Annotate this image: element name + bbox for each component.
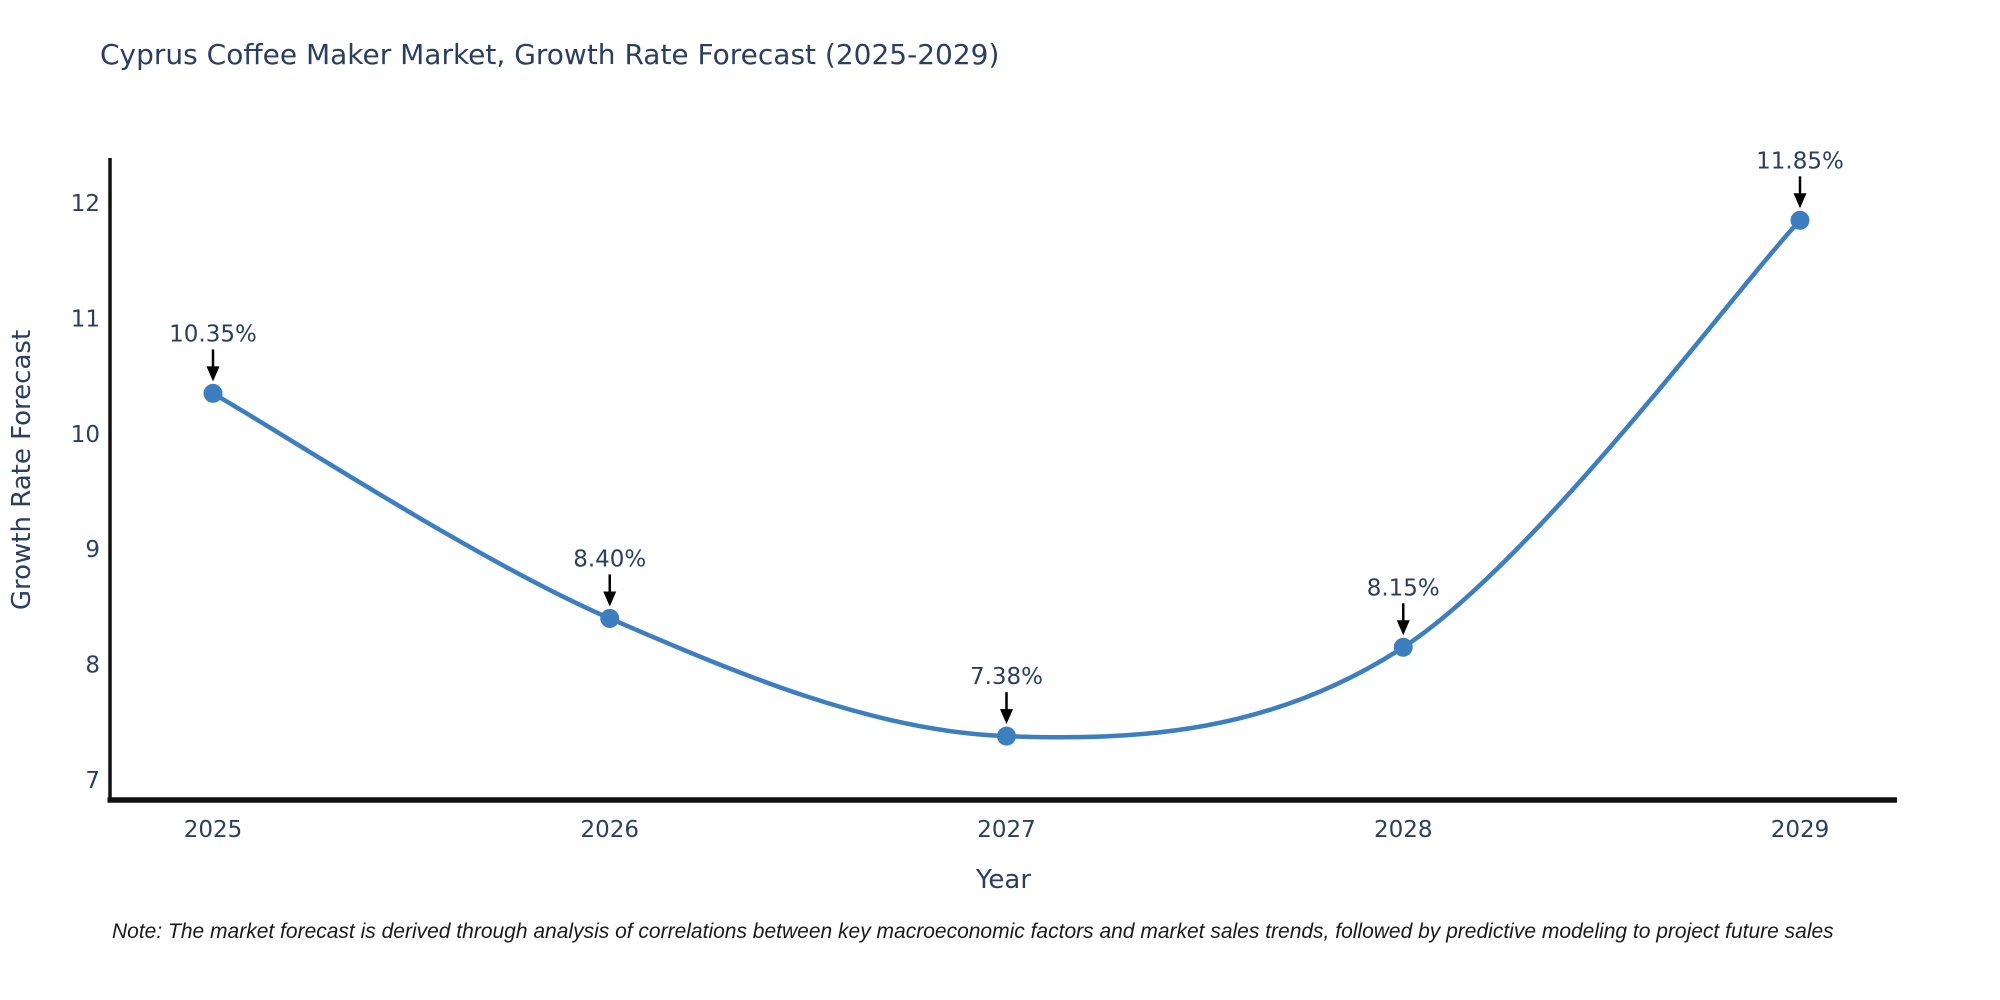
data-point-marker: [1790, 210, 1810, 230]
x-tick-label: 2027: [977, 817, 1036, 843]
x-tick-label: 2028: [1374, 817, 1433, 843]
data-point-marker: [600, 608, 620, 628]
y-tick-label: 7: [85, 768, 100, 794]
y-tick-label: 9: [85, 537, 100, 563]
x-tick-label: 2026: [580, 817, 639, 843]
x-tick-label: 2029: [1771, 817, 1830, 843]
data-point-marker: [203, 383, 223, 403]
y-axis-title: Growth Rate Forecast: [7, 330, 37, 610]
annotation-arrowhead-icon: [1396, 620, 1410, 636]
chart-title: Cyprus Coffee Maker Market, Growth Rate …: [100, 38, 1000, 71]
series-line: [210, 218, 1803, 740]
y-tick-label: 11: [71, 306, 100, 332]
annotation-arrowhead-icon: [1000, 709, 1013, 725]
data-point-label: 8.40%: [573, 546, 646, 572]
data-point-label: 10.35%: [169, 321, 257, 347]
y-tick-label: 10: [71, 422, 100, 448]
data-point-marker: [1393, 637, 1413, 657]
data-point-marker: [997, 726, 1016, 746]
footnote: Note: The market forecast is derived thr…: [112, 920, 1834, 943]
annotation-arrowhead-icon: [206, 366, 220, 382]
data-point-label: 11.85%: [1756, 148, 1844, 174]
data-point-label: 8.15%: [1367, 575, 1440, 601]
y-tick-label: 8: [85, 653, 100, 679]
annotation-arrowhead-icon: [603, 591, 617, 607]
y-tick-label: 12: [71, 191, 100, 217]
x-tick-label: 2025: [184, 817, 243, 843]
annotation-arrowhead-icon: [1793, 193, 1807, 209]
x-axis-title: Year: [975, 865, 1031, 895]
data-point-label: 7.38%: [970, 664, 1043, 690]
